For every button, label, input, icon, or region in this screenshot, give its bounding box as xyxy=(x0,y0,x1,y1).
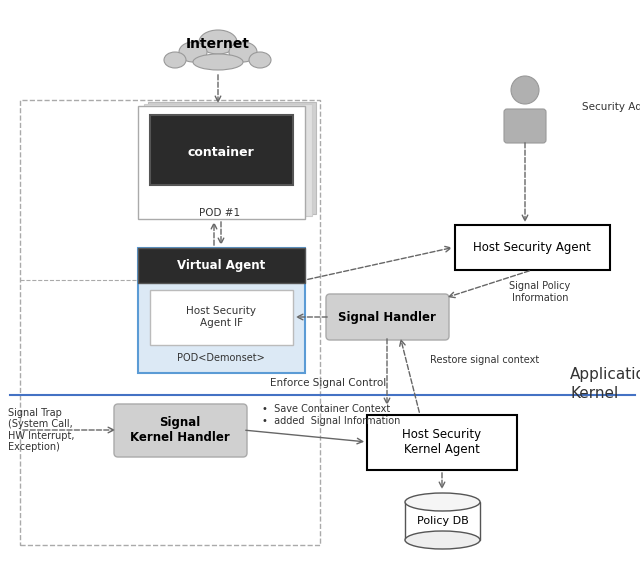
Ellipse shape xyxy=(405,493,480,511)
Bar xyxy=(405,502,480,540)
FancyBboxPatch shape xyxy=(114,404,247,457)
Text: Security Admin: Security Admin xyxy=(582,102,640,112)
Bar xyxy=(144,104,312,216)
Text: container: container xyxy=(188,146,254,158)
Text: Application: Application xyxy=(570,368,640,382)
Ellipse shape xyxy=(249,52,271,68)
Text: Signal Handler: Signal Handler xyxy=(338,311,436,324)
Text: POD #1: POD #1 xyxy=(200,208,241,218)
Ellipse shape xyxy=(199,30,237,54)
Ellipse shape xyxy=(179,42,207,62)
Text: Host Security Agent: Host Security Agent xyxy=(473,240,591,253)
Text: Restore signal context: Restore signal context xyxy=(430,355,540,365)
Text: Host Security
Agent IF: Host Security Agent IF xyxy=(186,306,256,328)
Text: Signal
Kernel Handler: Signal Kernel Handler xyxy=(130,416,230,444)
Bar xyxy=(20,100,320,545)
Text: Internet: Internet xyxy=(186,37,250,51)
Ellipse shape xyxy=(193,54,243,70)
Text: Host Security
Kernel Agent: Host Security Kernel Agent xyxy=(403,428,481,456)
Text: Kernel: Kernel xyxy=(570,386,618,400)
Text: Virtual Agent: Virtual Agent xyxy=(177,258,265,271)
Text: •  Save Container Context
•  added  Signal Information: • Save Container Context • added Signal … xyxy=(262,404,401,426)
Bar xyxy=(138,106,305,219)
Text: Enforce Signal Control: Enforce Signal Control xyxy=(270,378,387,388)
Bar xyxy=(138,248,305,283)
Text: Policy DB: Policy DB xyxy=(417,516,468,526)
FancyBboxPatch shape xyxy=(326,294,449,340)
Circle shape xyxy=(511,76,539,104)
Bar xyxy=(148,102,316,214)
Ellipse shape xyxy=(405,531,480,549)
Bar xyxy=(138,248,305,373)
Ellipse shape xyxy=(164,52,186,68)
Text: Signal Policy
Information: Signal Policy Information xyxy=(509,281,571,303)
FancyBboxPatch shape xyxy=(504,109,546,143)
Bar xyxy=(150,115,293,185)
Text: Signal Trap
(System Call,
HW Interrupt,
Exception): Signal Trap (System Call, HW Interrupt, … xyxy=(8,408,74,452)
Bar xyxy=(455,225,610,270)
Text: POD<Demonset>: POD<Demonset> xyxy=(177,353,265,363)
Ellipse shape xyxy=(229,42,257,62)
Bar xyxy=(367,415,517,470)
Bar xyxy=(150,290,293,345)
